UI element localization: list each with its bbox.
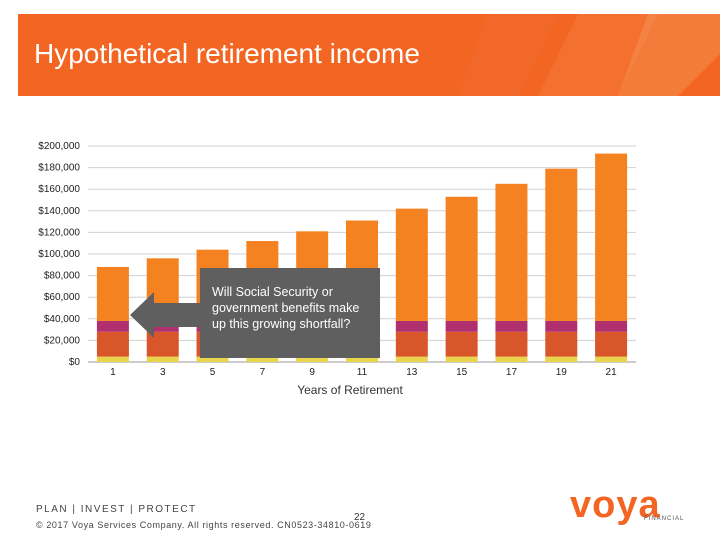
bar-segment-2	[96, 331, 129, 357]
x-tick-label: 9	[309, 367, 315, 378]
y-tick-label: $40,000	[44, 314, 81, 325]
y-tick-label: $0	[69, 357, 81, 368]
callout-box	[200, 268, 380, 358]
shortfall-callout: Will Social Security or government benef…	[128, 268, 380, 358]
bar-segment-1	[545, 356, 578, 362]
bar-segment-1	[595, 356, 628, 362]
bar-segment-2	[395, 331, 428, 357]
bar-segment-1	[346, 356, 378, 362]
x-tick-label: 15	[456, 367, 468, 378]
x-axis-label: Years of Retirement	[297, 383, 403, 397]
bar-segment-4	[495, 183, 528, 321]
y-axis-ticks: $0 $20,000 $40,000 $60,000 $80,000 $100,000 $1…	[38, 141, 80, 368]
bar-segment-1	[96, 356, 129, 362]
bar-segment-1	[296, 356, 329, 362]
bar-segment-3	[545, 320, 578, 332]
x-axis-ticks: 1 3 5 7 9 11 13 15 17 19 21	[110, 367, 617, 378]
bar-segment-2	[495, 331, 528, 357]
footer-copyright: © 2017 Voya Services Company. All rights…	[36, 520, 372, 530]
bar-segment-1	[395, 356, 428, 362]
x-tick-label: 11	[357, 367, 368, 378]
bar-segment-1	[495, 356, 528, 362]
y-tick-label: $60,000	[44, 292, 81, 303]
y-tick-label: $160,000	[38, 184, 80, 195]
bar-segment-4	[96, 266, 129, 321]
footer-tagline: PLAN | INVEST | PROTECT	[36, 504, 197, 515]
x-tick-label: 19	[556, 367, 568, 378]
logo-word: voya	[570, 484, 661, 526]
y-tick-label: $80,000	[44, 271, 81, 282]
bar-segment-4	[545, 168, 578, 321]
x-tick-label: 3	[160, 367, 166, 378]
bar-segment-4	[445, 196, 478, 321]
x-tick-label: 13	[406, 367, 418, 378]
x-tick-label: 21	[606, 367, 618, 378]
left-arrow-icon	[130, 292, 206, 338]
y-tick-label: $180,000	[38, 163, 80, 174]
x-tick-label: 7	[260, 367, 266, 378]
page-title: Hypothetical retirement income	[34, 38, 420, 69]
bar-segment-3	[445, 320, 478, 332]
voya-logo: voya FINANCIAL	[570, 484, 690, 528]
bar-segment-3	[395, 320, 428, 332]
page-number: 22	[354, 512, 366, 523]
bar-segment-2	[545, 331, 578, 357]
header-banner: Hypothetical retirement income	[18, 14, 720, 96]
bar-segment-3	[595, 320, 628, 332]
y-tick-label: $100,000	[38, 249, 80, 260]
y-tick-label: $20,000	[44, 335, 81, 346]
bar-segment-4	[395, 208, 428, 321]
y-tick-label: $200,000	[38, 141, 80, 152]
y-tick-label: $120,000	[38, 227, 80, 238]
bar-segment-1	[196, 356, 229, 362]
bar-segment-3	[495, 320, 528, 332]
logo-sub: FINANCIAL	[644, 516, 685, 522]
y-tick-label: $140,000	[38, 206, 80, 217]
bar-segment-2	[445, 331, 478, 357]
x-tick-label: 5	[210, 367, 216, 378]
header-stripes	[458, 14, 720, 96]
bar-segment-1	[445, 356, 478, 362]
bar-segment-1	[146, 356, 179, 362]
bar-segment-1	[246, 356, 279, 362]
callout-text: Will Social Security or government benef…	[212, 285, 360, 331]
x-tick-label: 1	[110, 367, 116, 378]
bar-segment-2	[595, 331, 628, 357]
x-tick-label: 17	[506, 367, 518, 378]
bar-segment-4	[595, 153, 628, 321]
bar-segment-3	[96, 320, 129, 332]
